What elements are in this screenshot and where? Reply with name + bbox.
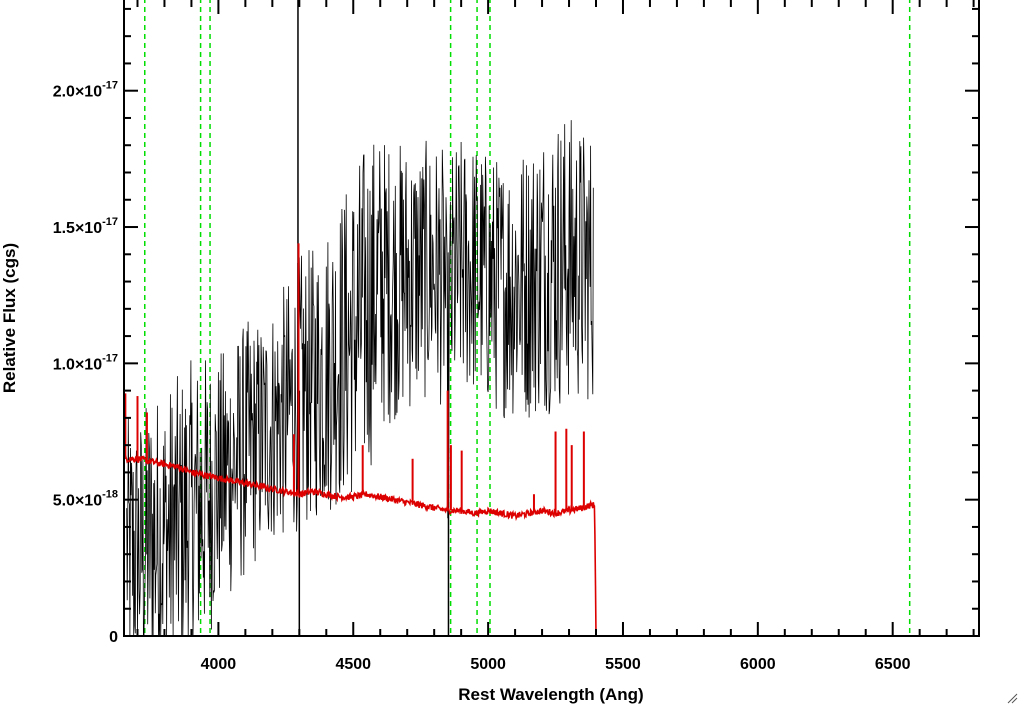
series-model-line bbox=[124, 453, 979, 636]
series-layer bbox=[124, 0, 979, 636]
series-observed-line bbox=[126, 120, 594, 636]
x-axis-title: Rest Wavelength (Ang) bbox=[458, 685, 643, 704]
x-tick-label: 5500 bbox=[605, 656, 641, 673]
y-tick-label: 2.0×10-17 bbox=[53, 80, 118, 101]
y-tick-label: 0 bbox=[109, 629, 118, 646]
plot-frame bbox=[123, 0, 980, 637]
plot-area: 4000 4500 5000 5500 6000 6500 0 5.0×10-18 1.0×1… bbox=[53, 0, 980, 673]
x-tick-label: 4500 bbox=[335, 656, 371, 673]
x-axis-ticks: 4000 4500 5000 5500 6000 6500 bbox=[136, 0, 975, 673]
x-tick-label: 5000 bbox=[470, 656, 506, 673]
y-axis-title: Relative Flux (cgs) bbox=[0, 243, 19, 393]
y-axis-ticks: 0 5.0×10-18 1.0×10-17 1.5×10-17 2.0×10-17 bbox=[53, 7, 979, 646]
x-tick-label: 6000 bbox=[740, 656, 776, 673]
resize-grip-icon[interactable] bbox=[1006, 692, 1018, 704]
y-tick-label: 1.5×10-17 bbox=[53, 216, 118, 237]
y-tick-label: 5.0×10-18 bbox=[53, 489, 118, 510]
x-tick-label: 6500 bbox=[875, 656, 911, 673]
x-tick-label: 4000 bbox=[201, 656, 237, 673]
reference-lines bbox=[144, 0, 911, 636]
y-tick-label: 1.0×10-17 bbox=[53, 352, 118, 373]
